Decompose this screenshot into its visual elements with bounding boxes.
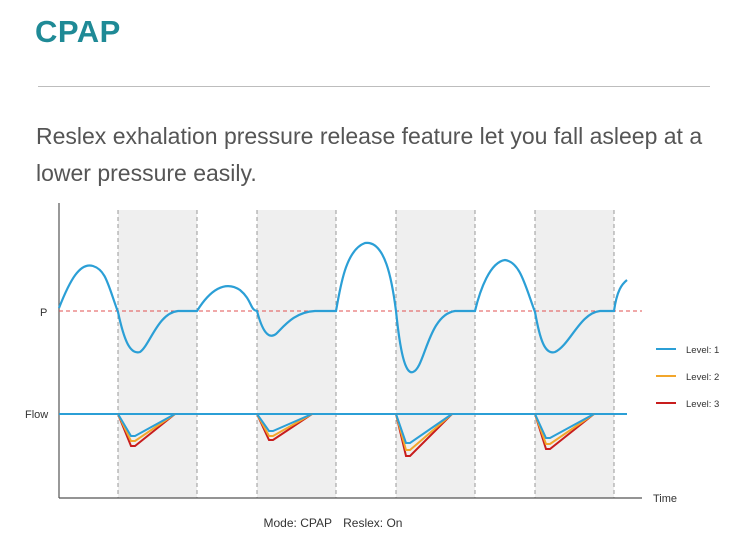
exhalation-band-2 xyxy=(257,210,336,498)
pressure-curve xyxy=(57,241,628,374)
mode-label: Mode: CPAP xyxy=(263,516,332,530)
legend-label-level-2: Level: 2 xyxy=(686,372,719,383)
flow-level-2-dips xyxy=(117,413,595,451)
pressure-axis-label: P xyxy=(40,307,47,319)
divider xyxy=(38,86,710,87)
mode-caption: Mode: CPAP Reslex: On xyxy=(0,516,666,530)
legend-label-level-3: Level: 3 xyxy=(686,399,719,410)
band-borders xyxy=(117,210,615,498)
exhalation-band-1 xyxy=(118,210,197,498)
reslex-label: Reslex: On xyxy=(343,516,403,530)
flow-level-1-dips xyxy=(117,413,595,444)
flow-axis-label: Flow xyxy=(25,409,48,421)
legend-label-level-1: Level: 1 xyxy=(686,345,719,356)
page-title: CPAP xyxy=(35,14,121,49)
time-axis-label: Time xyxy=(653,493,677,505)
exhalation-bands xyxy=(118,210,614,498)
description-text: Reslex exhalation pressure release featu… xyxy=(36,123,703,186)
exhalation-band-3 xyxy=(396,210,475,498)
legend: Level: 1 Level: 2 Level: 3 xyxy=(656,345,719,410)
exhalation-band-4 xyxy=(535,210,614,498)
